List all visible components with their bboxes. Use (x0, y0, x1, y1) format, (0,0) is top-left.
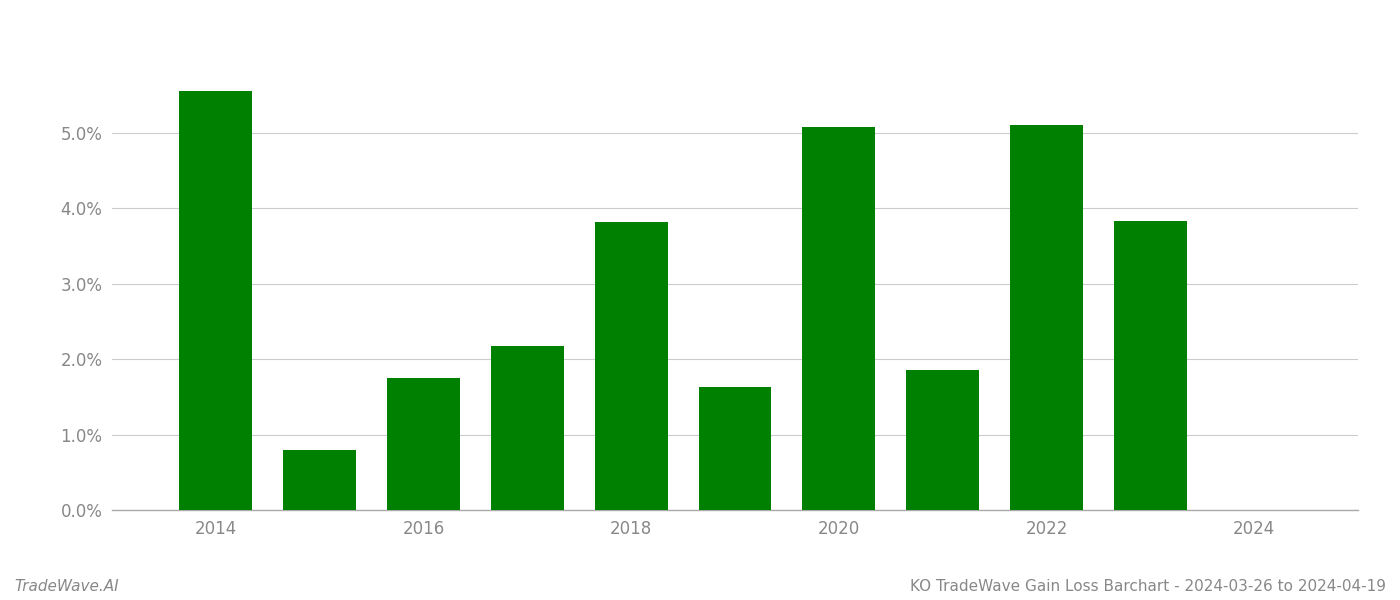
Bar (802, 127, 875, 510)
Bar (179, 91, 252, 510)
Text: KO TradeWave Gain Loss Barchart - 2024-03-26 to 2024-04-19: KO TradeWave Gain Loss Barchart - 2024-0… (910, 579, 1386, 594)
Bar (699, 387, 771, 510)
Bar (1114, 221, 1187, 510)
Bar (388, 378, 459, 510)
Bar (283, 449, 356, 510)
Text: TradeWave.AI: TradeWave.AI (14, 579, 119, 594)
Bar (595, 221, 668, 510)
Bar (491, 346, 564, 510)
Bar (906, 370, 979, 510)
Bar (1011, 125, 1082, 510)
